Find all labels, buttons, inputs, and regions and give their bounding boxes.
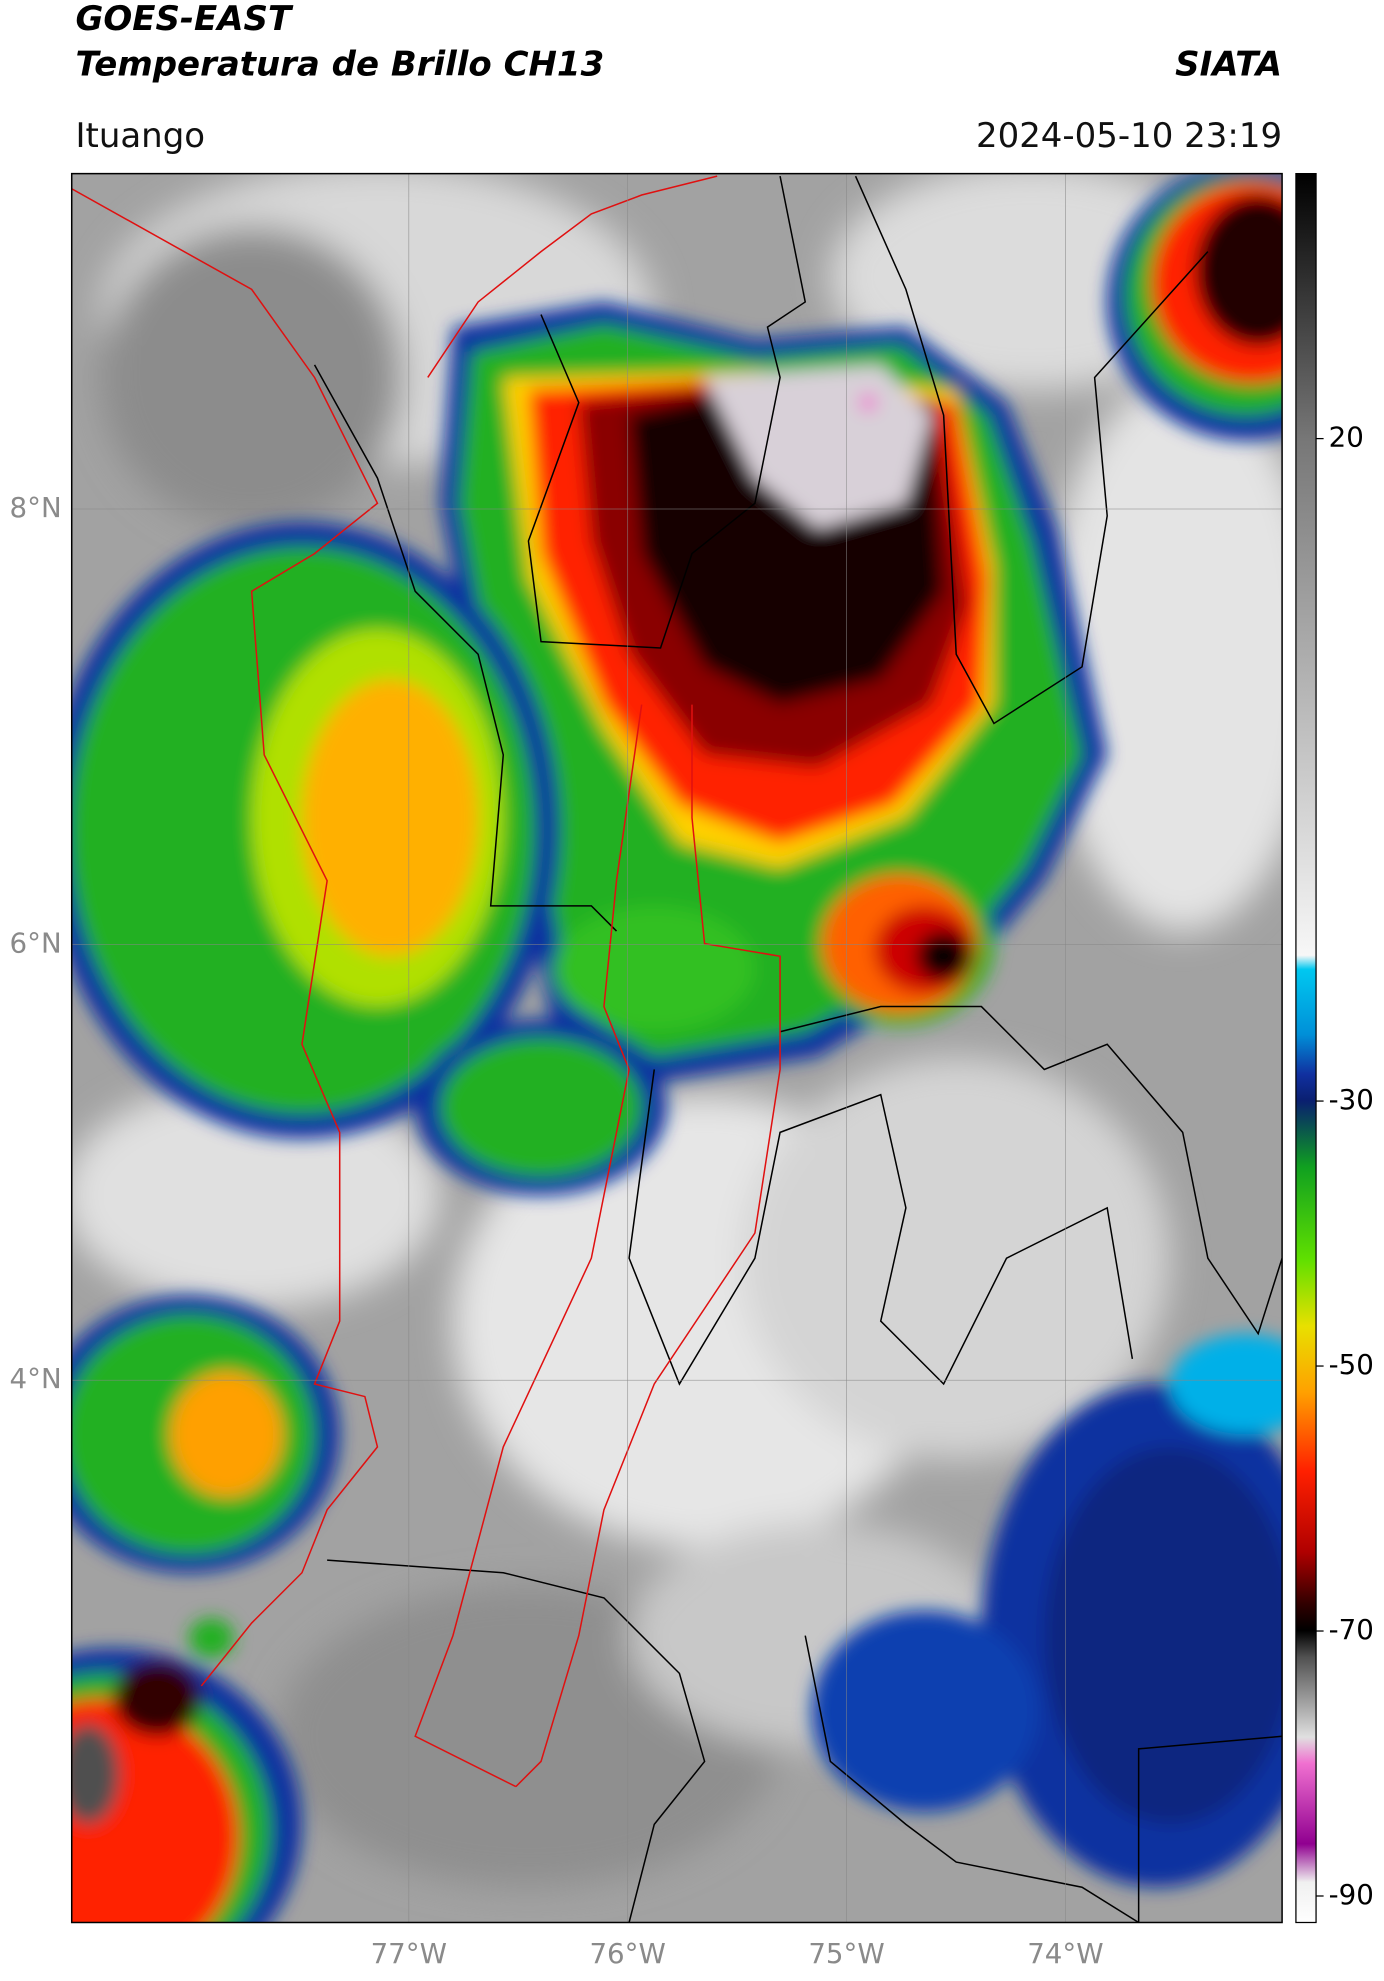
graticule: 77°W 76°W 75°W 74°W 4°N 6°N 8°N [10, 173, 1283, 1970]
map-shape [188, 1618, 235, 1659]
map-shape [100, 226, 403, 529]
map-shape [1137, 1735, 1283, 1923]
map-shape [1044, 377, 1283, 931]
map-shape [440, 1037, 642, 1177]
lat-label: 8°N [10, 491, 62, 524]
colorbar-tick-label: -50 [1329, 1348, 1374, 1381]
map-shape [515, 704, 781, 1788]
colorbar-tick-label: -70 [1329, 1613, 1374, 1646]
colorbar-tick-label: -30 [1329, 1083, 1374, 1116]
map-shape [915, 931, 972, 982]
map-shape [169, 1371, 284, 1498]
admin-borders [313, 175, 1283, 1923]
map-shape [859, 393, 877, 412]
map-shape [113, 1660, 202, 1737]
subtitle: Temperatura de Brillo CH13 [75, 44, 604, 84]
map-shape [1195, 195, 1283, 346]
map-shape [71, 188, 379, 1687]
lon-label: 76°W [589, 1937, 665, 1970]
map-shape [779, 1005, 1283, 1336]
map-shape [854, 175, 1209, 725]
dept-borders [71, 175, 781, 1788]
map-shape [301, 679, 479, 957]
title: GOES-EAST [75, 0, 293, 39]
map-shape [628, 1069, 1134, 1386]
map-shape [1044, 1446, 1283, 1825]
map-shape [742, 1056, 1171, 1460]
map-shape [811, 1610, 1038, 1812]
lon-label: 75°W [808, 1937, 884, 1970]
map-shape [804, 1635, 1140, 1923]
map-shape [71, 173, 1283, 1923]
colorbar-tick-label: 20 [1329, 421, 1364, 454]
lon-label: 74°W [1027, 1937, 1103, 1970]
colorbar-tick-label: -90 [1329, 1878, 1374, 1911]
timestamp: 2024-05-10 23:19 [976, 116, 1282, 156]
map-shape [414, 704, 643, 1788]
map-shape [553, 905, 755, 1032]
lat-label: 4°N [10, 1362, 62, 1395]
map-frame [70, 172, 1283, 1924]
map-shape [427, 175, 718, 378]
satellite-image [71, 173, 1283, 1923]
map-shape [71, 1723, 120, 1825]
map-shape [527, 175, 807, 649]
map-shape [1170, 1333, 1283, 1435]
colorbar [1295, 172, 1317, 1924]
map-shape [327, 1559, 706, 1923]
map-shape [313, 364, 618, 932]
lon-label: 77°W [371, 1937, 447, 1970]
lat-label: 6°N [10, 927, 62, 960]
colorbar-ticks: 20 -30 -50 -70 -90 [1316, 421, 1374, 1911]
source: SIATA [1175, 44, 1282, 84]
location: Ituango [75, 116, 205, 156]
map-shape [71, 1082, 441, 1309]
